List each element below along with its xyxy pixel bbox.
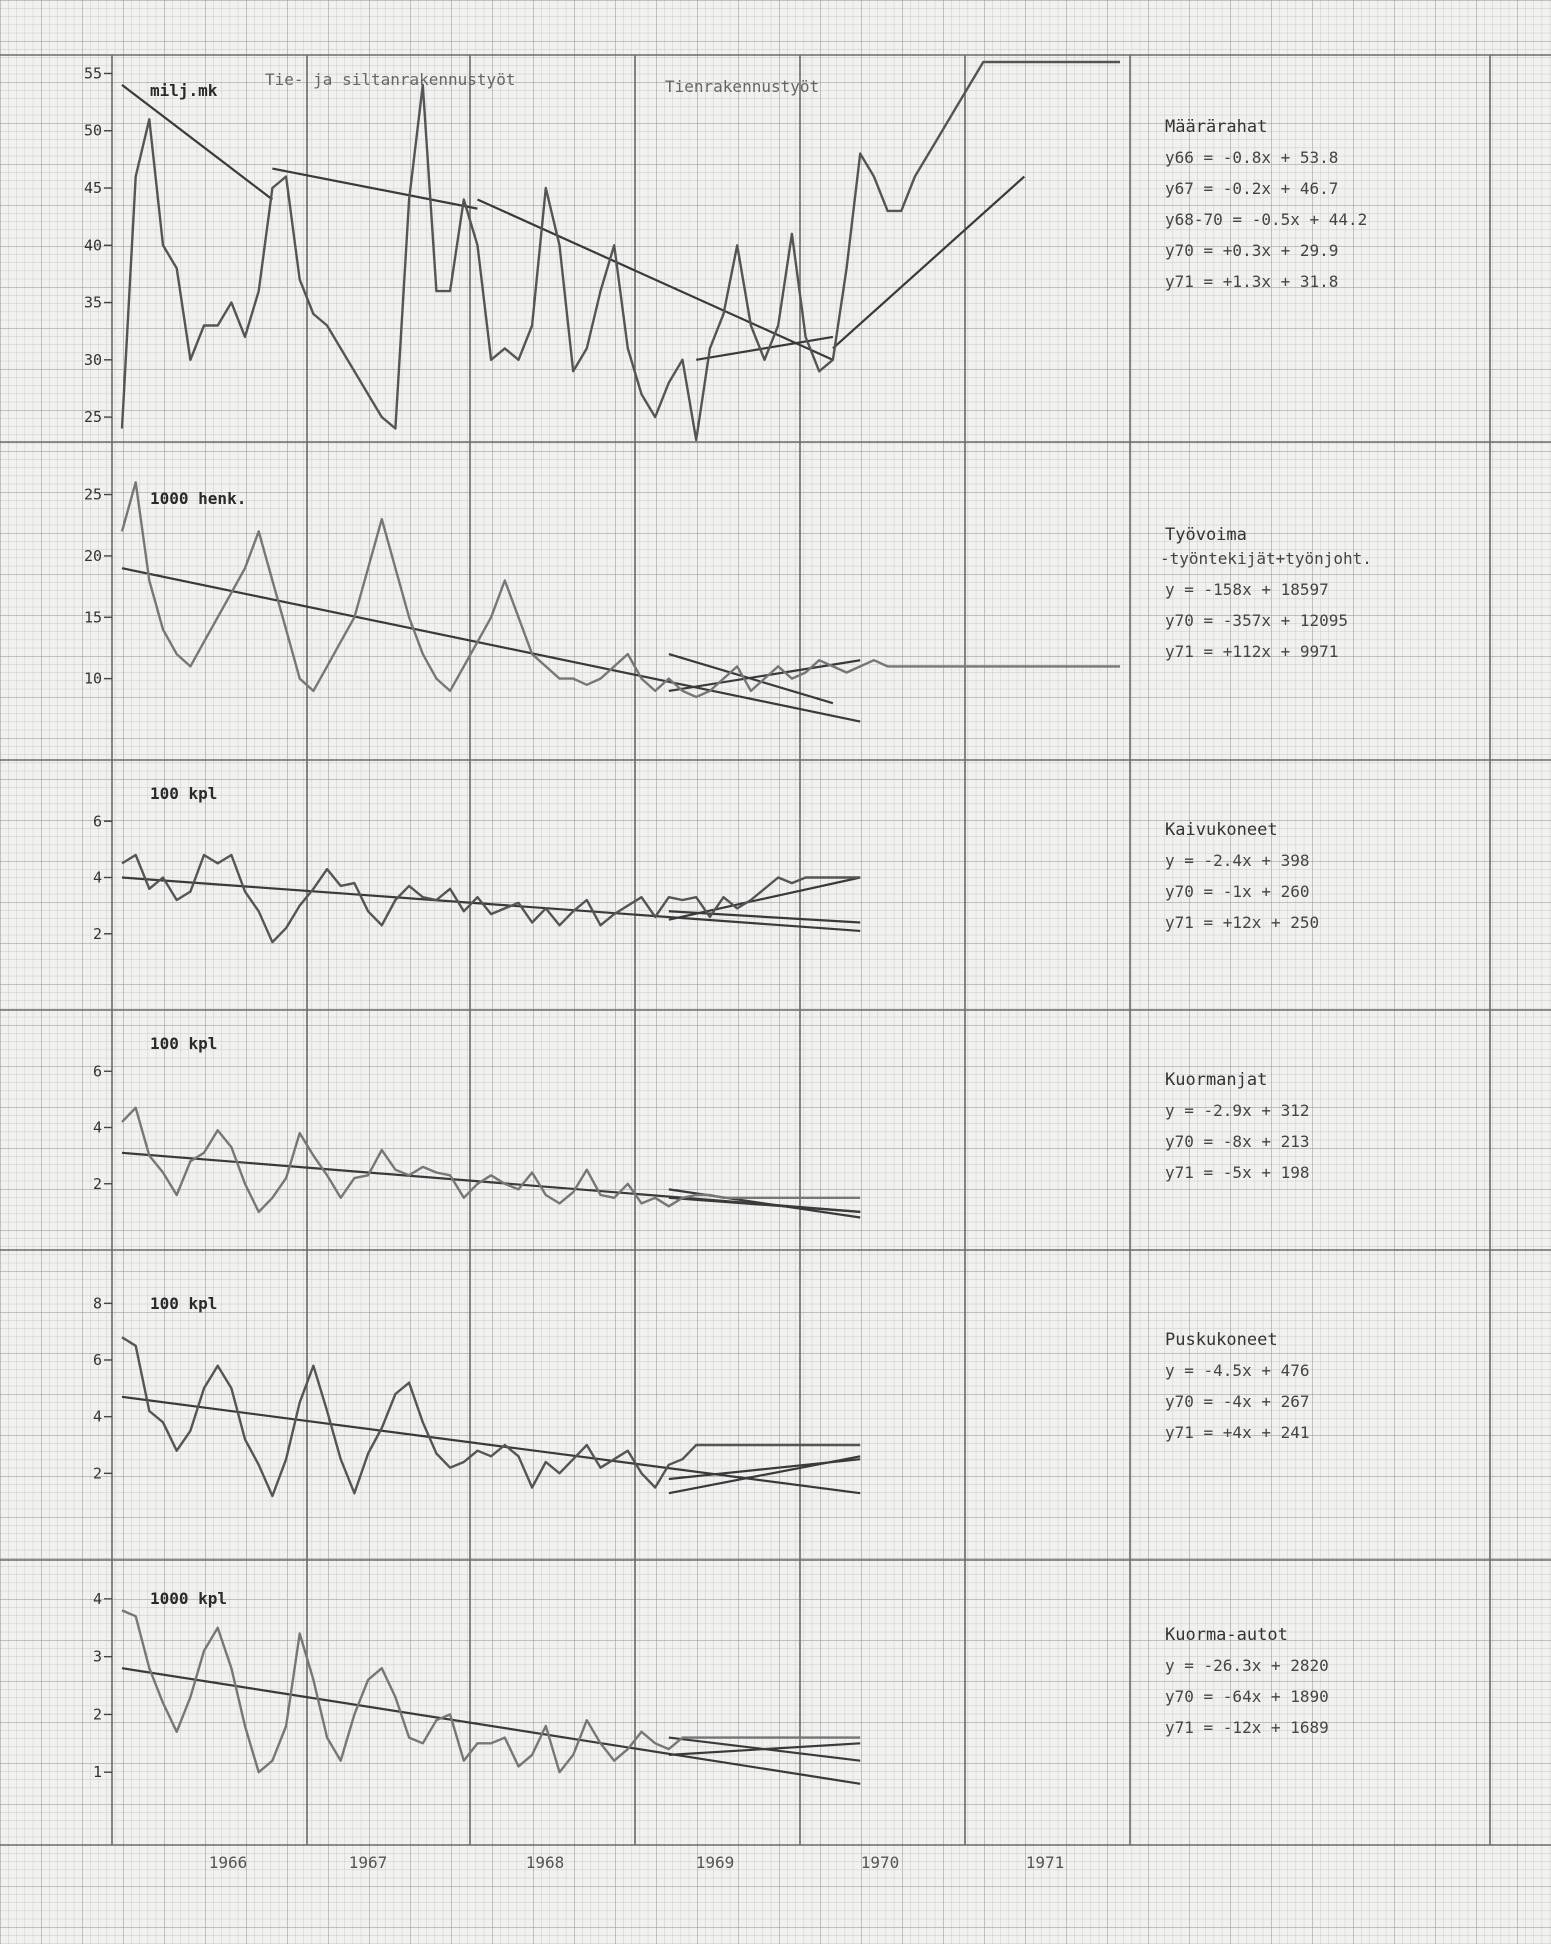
trend-equation: y70 = -4x + 267 xyxy=(1165,1392,1310,1411)
trend-equation: y70 = -357x + 12095 xyxy=(1165,611,1348,630)
unit-label: 100 kpl xyxy=(150,1034,217,1053)
trend-line xyxy=(272,167,478,210)
year-label: 1971 xyxy=(1026,1853,1065,1872)
header-section-right: Tienrakennustyöt xyxy=(665,77,819,96)
y-tick-label: 4 xyxy=(93,1590,102,1608)
year-label: 1968 xyxy=(526,1853,565,1872)
series-line xyxy=(121,1336,861,1498)
unit-label: milj.mk xyxy=(150,81,218,100)
trend-line xyxy=(121,1395,861,1495)
panel-5: 100 kpl 2 4 6 8 Puskukoneet y = -4.5x + 476 y70… xyxy=(93,1294,1310,1498)
trend-equation: y71 = -5x + 198 xyxy=(1165,1163,1310,1182)
major-frame xyxy=(0,54,1551,1846)
trend-equation: y71 = +112x + 9971 xyxy=(1165,642,1338,661)
y-tick-label: 6 xyxy=(93,1351,102,1369)
y-tick-label: 25 xyxy=(84,486,102,504)
year-label: 1967 xyxy=(349,1853,388,1872)
series-line xyxy=(121,1609,861,1774)
unit-label: 100 kpl xyxy=(150,784,217,803)
unit-label: 1000 kpl xyxy=(150,1589,227,1608)
trend-equation: y70 = -8x + 213 xyxy=(1165,1132,1310,1151)
series-line xyxy=(121,1106,861,1214)
trend-equation: y71 = -12x + 1689 xyxy=(1165,1718,1329,1737)
trend-line xyxy=(696,335,834,361)
trend-line xyxy=(121,567,861,723)
panel-title: Puskukoneet xyxy=(1165,1330,1278,1350)
y-tick-label: 45 xyxy=(84,179,102,197)
panel-title: Määrärahat xyxy=(1165,117,1267,137)
y-tick-label: 2 xyxy=(93,925,102,943)
trend-line xyxy=(668,1455,861,1495)
trend-equation: y71 = +4x + 241 xyxy=(1165,1423,1310,1442)
series-line xyxy=(120,481,1120,699)
panel-1: milj.mk 25 30 35 40 45 50 55 Määrärahat y66 = -0.… xyxy=(84,60,1367,442)
panel-6: 1000 kpl 1 2 3 4 Kuorma-autot y = -26.3x + 282… xyxy=(93,1589,1329,1785)
trend-equation: y71 = +1.3x + 31.8 xyxy=(1165,272,1338,291)
trend-equation: y70 = -64x + 1890 xyxy=(1165,1687,1329,1706)
trend-equation: y = -2.9x + 312 xyxy=(1165,1101,1310,1120)
y-tick-label: 6 xyxy=(93,812,102,830)
y-tick-label: 2 xyxy=(93,1464,102,1482)
trend-line xyxy=(121,876,861,933)
trend-equation: y67 = -0.2x + 46.7 xyxy=(1165,179,1338,198)
y-tick-label: 4 xyxy=(93,1408,102,1426)
year-label: 1970 xyxy=(861,1853,900,1872)
trend-equation: y = -2.4x + 398 xyxy=(1165,851,1310,870)
trend-line xyxy=(121,1667,861,1785)
panel-4: 100 kpl 2 4 6 Kuormanjat y = -2.9x + 312 y70 =… xyxy=(93,1034,1310,1219)
y-tick-label: 4 xyxy=(93,1119,102,1137)
trend-equation: y66 = -0.8x + 53.8 xyxy=(1165,148,1338,167)
panel-title: Kuorma-autot xyxy=(1165,1625,1288,1645)
trend-equation: y68-70 = -0.5x + 44.2 xyxy=(1165,210,1367,229)
y-tick-label: 2 xyxy=(93,1705,102,1723)
trend-equation: y70 = -1x + 260 xyxy=(1165,882,1310,901)
panel-title: Kaivukoneet xyxy=(1165,820,1278,840)
trend-equation: y = -26.3x + 2820 xyxy=(1165,1656,1329,1675)
y-tick-label: 40 xyxy=(84,236,102,254)
unit-label: 100 kpl xyxy=(150,1294,217,1313)
y-tick-label: 50 xyxy=(84,122,102,140)
year-axis: 1966 1967 1968 1969 1970 1971 xyxy=(209,1853,1065,1872)
panel-title: Työvoima xyxy=(1165,525,1247,545)
y-tick-label: 55 xyxy=(84,64,102,82)
trend-line xyxy=(832,175,1026,350)
trend-line xyxy=(121,84,274,201)
y-tick-label: 1 xyxy=(93,1763,102,1781)
unit-label: 1000 henk. xyxy=(150,489,246,508)
trend-line xyxy=(668,1742,861,1756)
trend-equation: y = -4.5x + 476 xyxy=(1165,1361,1310,1380)
series-line xyxy=(121,853,861,944)
trend-line xyxy=(668,1196,861,1213)
trend-line xyxy=(476,198,834,361)
trend-equation: y70 = +0.3x + 29.9 xyxy=(1165,241,1338,260)
year-label: 1969 xyxy=(696,1853,735,1872)
trend-equation: y71 = +12x + 250 xyxy=(1165,913,1319,932)
trend-line xyxy=(668,876,861,921)
panels: milj.mk 25 30 35 40 45 50 55 Määrärahat y66 = -0.… xyxy=(84,60,1372,1785)
y-tick-label: 4 xyxy=(93,869,102,887)
y-tick-label: 35 xyxy=(84,294,102,312)
panel-3: 100 kpl 2 4 6 Kaivukoneet y = -2.4x + 398 y70 … xyxy=(93,784,1319,944)
series-line xyxy=(120,60,1120,442)
year-label: 1966 xyxy=(209,1853,248,1872)
y-tick-label: 30 xyxy=(84,351,102,369)
y-tick-label: 20 xyxy=(84,547,102,565)
trend-equation: y = -158x + 18597 xyxy=(1165,580,1329,599)
y-tick-label: 8 xyxy=(93,1294,102,1312)
y-tick-label: 6 xyxy=(93,1062,102,1080)
panel-subtitle: -työntekijät+työnjoht. xyxy=(1160,549,1372,568)
y-tick-label: 10 xyxy=(84,670,102,688)
y-tick-label: 15 xyxy=(84,608,102,626)
panel-2: 1000 henk. 10 15 20 25 Työvoima -työntekijät+t… xyxy=(84,481,1372,723)
y-tick-label: 3 xyxy=(93,1648,102,1666)
header-section-left: Tie- ja siltanrakennustyöt xyxy=(265,70,515,89)
y-tick-label: 2 xyxy=(93,1175,102,1193)
y-tick-label: 25 xyxy=(84,408,102,426)
panel-title: Kuormanjat xyxy=(1165,1070,1267,1090)
